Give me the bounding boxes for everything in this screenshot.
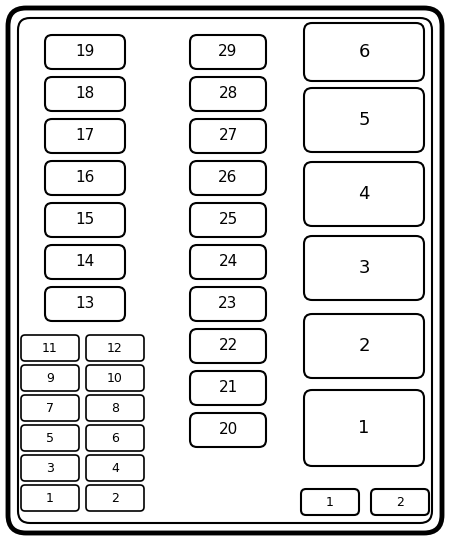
FancyBboxPatch shape bbox=[21, 365, 79, 391]
Text: 10: 10 bbox=[107, 372, 123, 385]
Text: 6: 6 bbox=[358, 43, 370, 61]
FancyBboxPatch shape bbox=[86, 395, 144, 421]
FancyBboxPatch shape bbox=[190, 287, 266, 321]
FancyBboxPatch shape bbox=[190, 119, 266, 153]
FancyBboxPatch shape bbox=[45, 287, 125, 321]
FancyBboxPatch shape bbox=[21, 455, 79, 481]
FancyBboxPatch shape bbox=[190, 203, 266, 237]
FancyBboxPatch shape bbox=[45, 203, 125, 237]
Text: 4: 4 bbox=[358, 185, 370, 203]
Text: 16: 16 bbox=[75, 170, 94, 186]
FancyBboxPatch shape bbox=[21, 425, 79, 451]
Text: 8: 8 bbox=[111, 401, 119, 414]
Text: 9: 9 bbox=[46, 372, 54, 385]
Text: 18: 18 bbox=[76, 87, 94, 102]
FancyBboxPatch shape bbox=[190, 371, 266, 405]
Text: 2: 2 bbox=[358, 337, 370, 355]
Text: 29: 29 bbox=[218, 44, 238, 60]
FancyBboxPatch shape bbox=[190, 245, 266, 279]
Text: 25: 25 bbox=[218, 213, 238, 228]
FancyBboxPatch shape bbox=[86, 455, 144, 481]
FancyBboxPatch shape bbox=[190, 77, 266, 111]
Text: 20: 20 bbox=[218, 423, 238, 438]
Text: 3: 3 bbox=[358, 259, 370, 277]
Text: 15: 15 bbox=[76, 213, 94, 228]
FancyBboxPatch shape bbox=[18, 18, 432, 523]
FancyBboxPatch shape bbox=[190, 35, 266, 69]
Text: 19: 19 bbox=[75, 44, 94, 60]
Text: 27: 27 bbox=[218, 129, 238, 143]
FancyBboxPatch shape bbox=[190, 161, 266, 195]
Text: 12: 12 bbox=[107, 341, 123, 354]
Text: 2: 2 bbox=[111, 492, 119, 505]
FancyBboxPatch shape bbox=[45, 161, 125, 195]
FancyBboxPatch shape bbox=[86, 335, 144, 361]
Text: 1: 1 bbox=[326, 496, 334, 509]
FancyBboxPatch shape bbox=[304, 23, 424, 81]
Text: 1: 1 bbox=[46, 492, 54, 505]
FancyBboxPatch shape bbox=[86, 425, 144, 451]
FancyBboxPatch shape bbox=[86, 365, 144, 391]
FancyBboxPatch shape bbox=[304, 390, 424, 466]
FancyBboxPatch shape bbox=[8, 8, 442, 533]
Text: 13: 13 bbox=[75, 296, 94, 312]
FancyBboxPatch shape bbox=[45, 35, 125, 69]
FancyBboxPatch shape bbox=[304, 88, 424, 152]
Text: 5: 5 bbox=[358, 111, 370, 129]
FancyBboxPatch shape bbox=[371, 489, 429, 515]
Text: 17: 17 bbox=[76, 129, 94, 143]
FancyBboxPatch shape bbox=[45, 245, 125, 279]
FancyBboxPatch shape bbox=[86, 485, 144, 511]
FancyBboxPatch shape bbox=[21, 485, 79, 511]
Text: 2: 2 bbox=[396, 496, 404, 509]
Text: 22: 22 bbox=[218, 339, 238, 353]
Text: 14: 14 bbox=[76, 254, 94, 269]
FancyBboxPatch shape bbox=[304, 162, 424, 226]
FancyBboxPatch shape bbox=[45, 119, 125, 153]
Text: 24: 24 bbox=[218, 254, 238, 269]
Text: 1: 1 bbox=[358, 419, 370, 437]
Text: 5: 5 bbox=[46, 432, 54, 445]
Text: 4: 4 bbox=[111, 461, 119, 474]
FancyBboxPatch shape bbox=[21, 395, 79, 421]
Text: 3: 3 bbox=[46, 461, 54, 474]
FancyBboxPatch shape bbox=[45, 77, 125, 111]
Text: 21: 21 bbox=[218, 380, 238, 395]
FancyBboxPatch shape bbox=[304, 314, 424, 378]
Text: 7: 7 bbox=[46, 401, 54, 414]
FancyBboxPatch shape bbox=[301, 489, 359, 515]
Text: 23: 23 bbox=[218, 296, 238, 312]
Text: 28: 28 bbox=[218, 87, 238, 102]
FancyBboxPatch shape bbox=[21, 335, 79, 361]
Text: 11: 11 bbox=[42, 341, 58, 354]
FancyBboxPatch shape bbox=[190, 329, 266, 363]
FancyBboxPatch shape bbox=[304, 236, 424, 300]
FancyBboxPatch shape bbox=[190, 413, 266, 447]
Text: 26: 26 bbox=[218, 170, 238, 186]
Text: 6: 6 bbox=[111, 432, 119, 445]
